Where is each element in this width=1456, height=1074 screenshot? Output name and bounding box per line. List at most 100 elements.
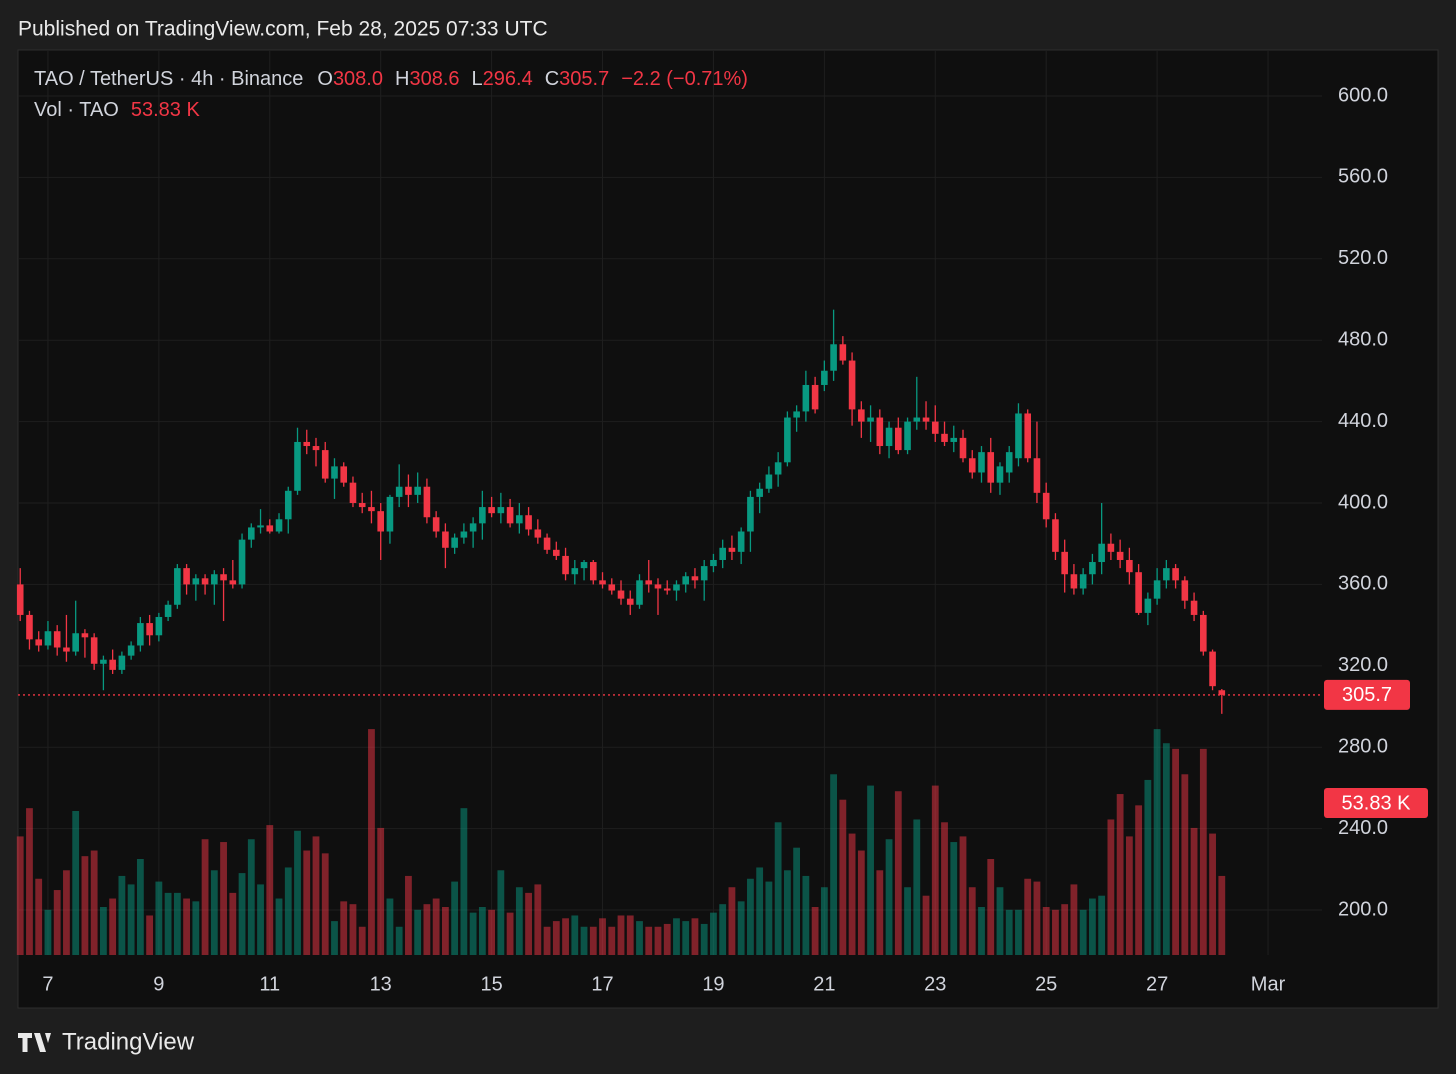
volume-bar [765,881,773,955]
candle-body [423,486,431,518]
volume-bar [811,906,819,955]
volume-bar [1033,881,1041,955]
volume-bar [968,887,976,955]
volume-bar [562,918,569,955]
candle-body [303,441,311,447]
ohlc-key: C [545,68,559,90]
volume-bar [1024,878,1032,955]
volume-bar [839,799,847,955]
candle-body [636,580,643,605]
volume-bar [580,926,588,955]
volume-bar [100,906,107,955]
volume-bar [423,904,431,955]
ohlc-value: 296.4 [483,68,533,90]
volume-bar [331,921,338,955]
volume-value: 53.83 K [131,99,201,121]
candle-body [793,411,800,418]
candle-body [1042,492,1050,520]
candle-body [987,452,995,483]
volume-bar [552,921,560,955]
volume-bar [959,836,967,955]
candle-body [553,549,560,556]
volume-bar [1116,794,1124,955]
volume-bar [543,926,551,955]
candle-body [691,576,699,581]
volume-bar [81,856,89,955]
volume-title: Vol · TAO [34,99,119,121]
volume-bar [673,918,680,955]
candle-body [525,515,532,530]
candle-body [155,616,163,636]
y-tick-label: 200.0 [1338,898,1388,920]
ohlc-key: O [317,68,333,90]
volume-bar [1098,895,1106,955]
candle-body [321,450,329,479]
candle-body [377,511,384,532]
volume-bar [1125,836,1133,955]
volume-bar [913,819,921,955]
candle-body [201,578,209,585]
candle-body [44,631,52,646]
candle-body [876,417,884,447]
volume-bar [1199,748,1207,955]
candle-body [516,515,523,524]
volume-bar [737,901,745,955]
candle-body [127,645,135,656]
volume-bar [247,839,255,955]
volume-bar [710,912,717,955]
volume-bar [284,867,292,955]
candle-body [811,384,819,410]
candle-body [164,604,172,617]
candle-body [100,659,107,664]
candle-body [1190,600,1198,615]
volume-bar [599,918,606,955]
volume-bar [90,850,98,955]
candle-body [774,462,782,475]
candle-body [506,507,514,524]
volume-bar [1144,779,1152,955]
volume-bar [109,898,117,955]
candle-body [247,527,255,540]
candle-body [1089,562,1096,575]
volume-bar [931,785,939,955]
volume-bar [1005,909,1013,955]
volume-bar [164,892,172,955]
y-tick-label: 360.0 [1338,573,1388,595]
volume-bar [802,875,810,955]
volume-bar [1162,743,1170,955]
volume-bar [663,923,671,955]
volume-bar [303,850,311,955]
volume-bar [506,912,514,955]
brand-logo [18,1033,51,1052]
volume-bar [867,785,874,955]
candle-body [821,370,828,385]
candle-body [451,537,458,548]
volume-bar [626,915,634,955]
volume-badge-label: 53.83 K [1342,792,1412,814]
candle-body [673,584,680,591]
candle-body [1033,458,1041,493]
volume-bar [469,912,477,955]
candle-body [137,623,144,646]
volume-bar [1079,909,1087,955]
volume-bar [848,833,856,955]
volume-bar [451,881,459,955]
brand-name: TradingView [62,1028,195,1055]
candle-body [229,580,237,585]
ohlc-key: H [395,68,409,90]
volume-bar [904,887,911,955]
candle-body [358,503,366,508]
volume-bar [1089,898,1096,955]
candle-body [16,584,24,615]
candle-body [1052,519,1059,552]
volume-bar [183,898,190,955]
volume-bar [257,884,264,955]
candle-body [978,452,985,473]
candle-body [35,639,43,646]
candle-body [765,474,773,489]
candle-body [1098,543,1105,563]
volume-bar [793,847,801,955]
candle-body [63,647,70,652]
candle-body [1024,413,1032,459]
change: −2.2 (−0.71%) [621,68,748,90]
